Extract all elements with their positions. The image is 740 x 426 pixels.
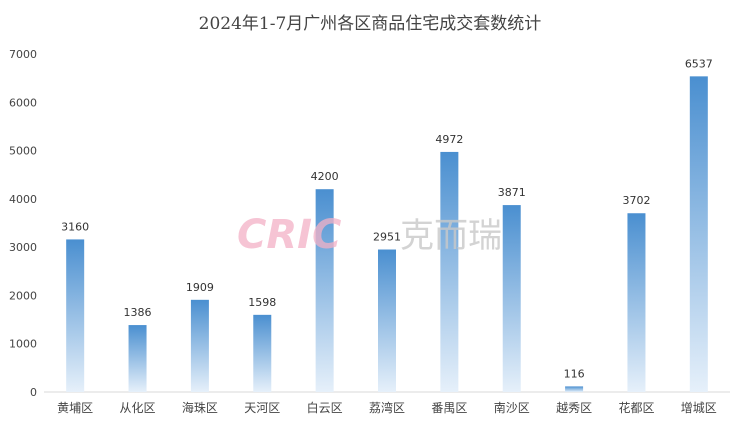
x-tick-label: 白云区: [307, 400, 343, 415]
x-tick-label: 荔湾区: [369, 400, 405, 415]
bar: [315, 189, 334, 392]
data-label: 116: [564, 367, 585, 380]
data-label: 1598: [248, 296, 276, 309]
y-tick-label: 6000: [9, 96, 37, 109]
data-label: 2951: [373, 231, 401, 244]
y-tick-label: 4000: [9, 193, 37, 206]
y-tick-label: 0: [30, 386, 37, 399]
bar: [440, 151, 459, 392]
x-tick-label: 增城区: [681, 401, 717, 415]
data-label: 1909: [186, 281, 214, 294]
data-label: 6537: [685, 57, 713, 70]
x-tick-label: 黄埔区: [57, 401, 93, 415]
bar: [565, 386, 584, 392]
x-tick-label: 从化区: [120, 401, 156, 415]
watermark-brand-cn: 克而瑞: [400, 216, 502, 256]
y-tick-label: 7000: [9, 48, 37, 61]
chart-title: 2024年1-7月广州各区商品住宅成交套数统计: [199, 14, 542, 34]
bar: [190, 299, 209, 392]
bar: [253, 314, 272, 392]
x-tick-label: 番禺区: [431, 401, 467, 415]
data-label: 3871: [498, 186, 526, 199]
watermark: CRIC 克而瑞: [237, 212, 502, 258]
y-tick-label: 1000: [9, 338, 37, 351]
data-label: 4972: [435, 133, 463, 146]
x-tick-label: 越秀区: [556, 401, 592, 415]
x-tick-label: 南沙区: [494, 400, 530, 415]
bar: [689, 76, 708, 392]
data-label: 1386: [124, 306, 152, 319]
data-label: 3702: [622, 194, 650, 207]
bar: [128, 325, 147, 392]
x-tick-label: 天河区: [244, 401, 280, 415]
data-label: 3160: [61, 220, 89, 233]
y-tick-label: 5000: [9, 145, 37, 158]
x-axis: 黄埔区 从化区 海珠区 天河区 白云区 荔湾区 番禺区 南沙区 越秀区 花都区 增城区: [57, 400, 717, 415]
y-tick-label: 2000: [9, 289, 37, 302]
watermark-brand: CRIC: [237, 212, 341, 258]
bar: [66, 239, 85, 392]
y-tick-label: 3000: [9, 241, 37, 254]
bar: [378, 249, 396, 392]
bar: [627, 213, 646, 392]
bar: [502, 205, 521, 392]
x-tick-label: 花都区: [618, 400, 654, 415]
data-label: 4200: [311, 170, 339, 183]
x-tick-label: 海珠区: [182, 400, 218, 415]
data-labels: 3160 1386 1909 1598 4200 2951 4972 3871 116 3702 6…: [61, 57, 713, 380]
bar-series: [66, 76, 708, 392]
y-axis: 0 1000 2000 3000 4000 5000 6000 7000: [9, 48, 37, 399]
